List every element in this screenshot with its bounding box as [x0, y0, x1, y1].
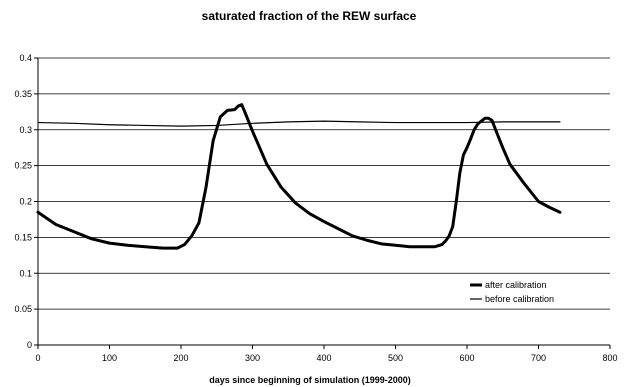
- y-tick-label-4: 0.2: [19, 197, 32, 207]
- chart-title: saturated fraction of the REW surface: [202, 9, 417, 23]
- y-tick-label-6: 0.3: [19, 125, 32, 135]
- x-tick-label-0: 0: [35, 353, 40, 363]
- y-tick-label-1: 0.05: [14, 304, 32, 314]
- x-tick-label-3: 300: [245, 353, 260, 363]
- y-tick-labels: 0 0.05 0.1 0.15 0.2 0.25 0.3 0.35 0.4: [14, 53, 32, 350]
- x-tick-label-4: 400: [316, 353, 331, 363]
- legend-label-1: before calibration: [485, 294, 554, 304]
- y-tick-label-3: 0.15: [14, 232, 32, 242]
- x-tick-label-7: 700: [531, 353, 546, 363]
- y-tick-label-8: 0.4: [19, 53, 32, 63]
- y-tick-label-5: 0.25: [14, 161, 32, 171]
- series-line-after-calibration: [36, 103, 562, 250]
- x-tick-labels: 0 100 200 300 400 500 600 700 800: [35, 353, 617, 363]
- axes: [34, 57, 611, 349]
- legend-label-0: after calibration: [485, 280, 547, 290]
- series-line-before-calibration: [37, 120, 561, 127]
- y-tick-label-2: 0.1: [19, 268, 32, 278]
- gridlines: [38, 57, 610, 310]
- legend: after calibration before calibration: [470, 280, 554, 304]
- x-axis-label: days since beginning of simulation (1999…: [209, 375, 411, 385]
- x-tick-label-5: 500: [388, 353, 403, 363]
- series-lines: [36, 103, 562, 250]
- y-tick-label-7: 0.35: [14, 89, 32, 99]
- x-tick-label-8: 800: [602, 353, 617, 363]
- x-tick-label-1: 100: [102, 353, 117, 363]
- x-tick-label-2: 200: [173, 353, 188, 363]
- y-tick-label-0: 0: [27, 340, 32, 350]
- x-tick-label-6: 600: [459, 353, 474, 363]
